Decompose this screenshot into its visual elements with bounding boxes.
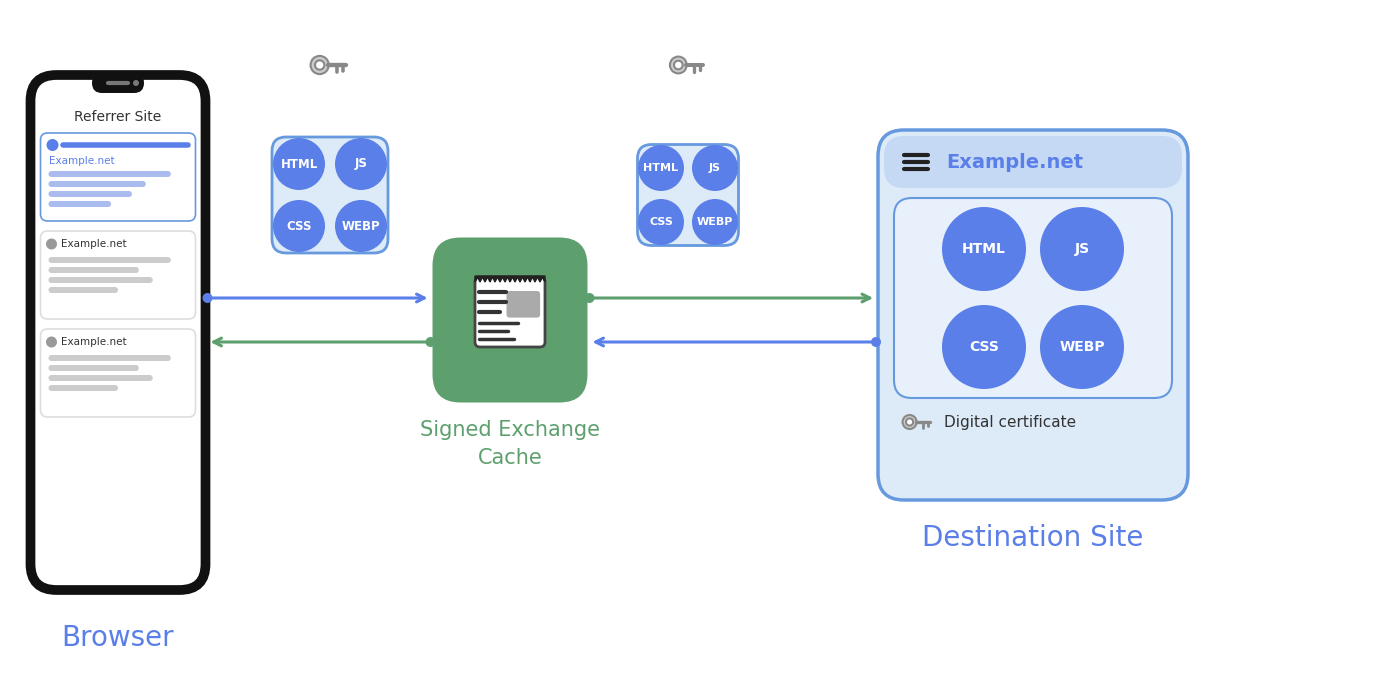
Text: CSS: CSS xyxy=(287,220,312,233)
Circle shape xyxy=(47,139,58,151)
Circle shape xyxy=(133,80,139,86)
FancyBboxPatch shape xyxy=(30,75,205,590)
Text: HTML: HTML xyxy=(962,242,1006,256)
Circle shape xyxy=(674,61,683,69)
FancyBboxPatch shape xyxy=(432,237,588,403)
Circle shape xyxy=(315,61,324,69)
FancyBboxPatch shape xyxy=(49,385,118,391)
Text: Example.net: Example.net xyxy=(49,156,114,166)
Text: Example.net: Example.net xyxy=(947,152,1082,171)
FancyBboxPatch shape xyxy=(49,287,118,293)
Circle shape xyxy=(585,293,595,303)
Circle shape xyxy=(692,145,737,191)
Text: CSS: CSS xyxy=(649,217,674,227)
Text: CSS: CSS xyxy=(969,340,999,354)
Circle shape xyxy=(426,337,435,347)
FancyBboxPatch shape xyxy=(49,171,170,177)
Circle shape xyxy=(46,239,57,250)
FancyBboxPatch shape xyxy=(49,191,132,197)
Circle shape xyxy=(202,293,212,303)
Circle shape xyxy=(46,337,57,347)
Circle shape xyxy=(273,138,324,190)
Circle shape xyxy=(335,200,387,252)
Circle shape xyxy=(902,415,916,429)
Circle shape xyxy=(906,418,913,426)
FancyBboxPatch shape xyxy=(40,133,195,221)
Text: JS: JS xyxy=(1074,242,1089,256)
FancyBboxPatch shape xyxy=(638,145,739,245)
Text: Referrer Site: Referrer Site xyxy=(75,110,162,124)
Text: HTML: HTML xyxy=(280,158,317,171)
FancyBboxPatch shape xyxy=(49,181,146,187)
Polygon shape xyxy=(475,276,545,282)
FancyBboxPatch shape xyxy=(91,73,144,93)
Circle shape xyxy=(692,199,737,245)
Text: JS: JS xyxy=(355,158,367,171)
Circle shape xyxy=(870,337,881,347)
Text: HTML: HTML xyxy=(643,163,679,173)
Circle shape xyxy=(638,199,685,245)
Text: Digital certificate: Digital certificate xyxy=(944,415,1076,430)
Text: Destination Site: Destination Site xyxy=(922,524,1143,552)
Text: Example.net: Example.net xyxy=(61,239,126,249)
FancyBboxPatch shape xyxy=(49,277,152,283)
Circle shape xyxy=(942,207,1026,291)
Text: Browser: Browser xyxy=(62,624,175,652)
Circle shape xyxy=(638,145,685,191)
FancyBboxPatch shape xyxy=(40,329,195,417)
Circle shape xyxy=(942,305,1026,389)
FancyBboxPatch shape xyxy=(49,267,139,273)
FancyBboxPatch shape xyxy=(40,231,195,319)
FancyBboxPatch shape xyxy=(49,365,139,371)
Circle shape xyxy=(310,56,328,74)
Circle shape xyxy=(1040,305,1124,389)
FancyBboxPatch shape xyxy=(49,257,170,263)
Text: WEBP: WEBP xyxy=(1059,340,1105,354)
FancyBboxPatch shape xyxy=(506,291,541,318)
Text: Example.net: Example.net xyxy=(61,337,126,347)
FancyBboxPatch shape xyxy=(475,277,545,347)
FancyBboxPatch shape xyxy=(272,137,388,253)
FancyBboxPatch shape xyxy=(49,355,170,361)
FancyBboxPatch shape xyxy=(884,136,1182,188)
FancyBboxPatch shape xyxy=(877,130,1188,500)
Circle shape xyxy=(273,200,324,252)
Circle shape xyxy=(1040,207,1124,291)
Text: WEBP: WEBP xyxy=(697,217,733,227)
Text: Signed Exchange
Cache: Signed Exchange Cache xyxy=(420,420,600,469)
Text: WEBP: WEBP xyxy=(342,220,380,233)
Circle shape xyxy=(335,138,387,190)
Text: JS: JS xyxy=(710,163,721,173)
FancyBboxPatch shape xyxy=(894,198,1173,398)
FancyBboxPatch shape xyxy=(49,375,152,381)
FancyBboxPatch shape xyxy=(49,201,111,207)
Circle shape xyxy=(669,56,686,73)
